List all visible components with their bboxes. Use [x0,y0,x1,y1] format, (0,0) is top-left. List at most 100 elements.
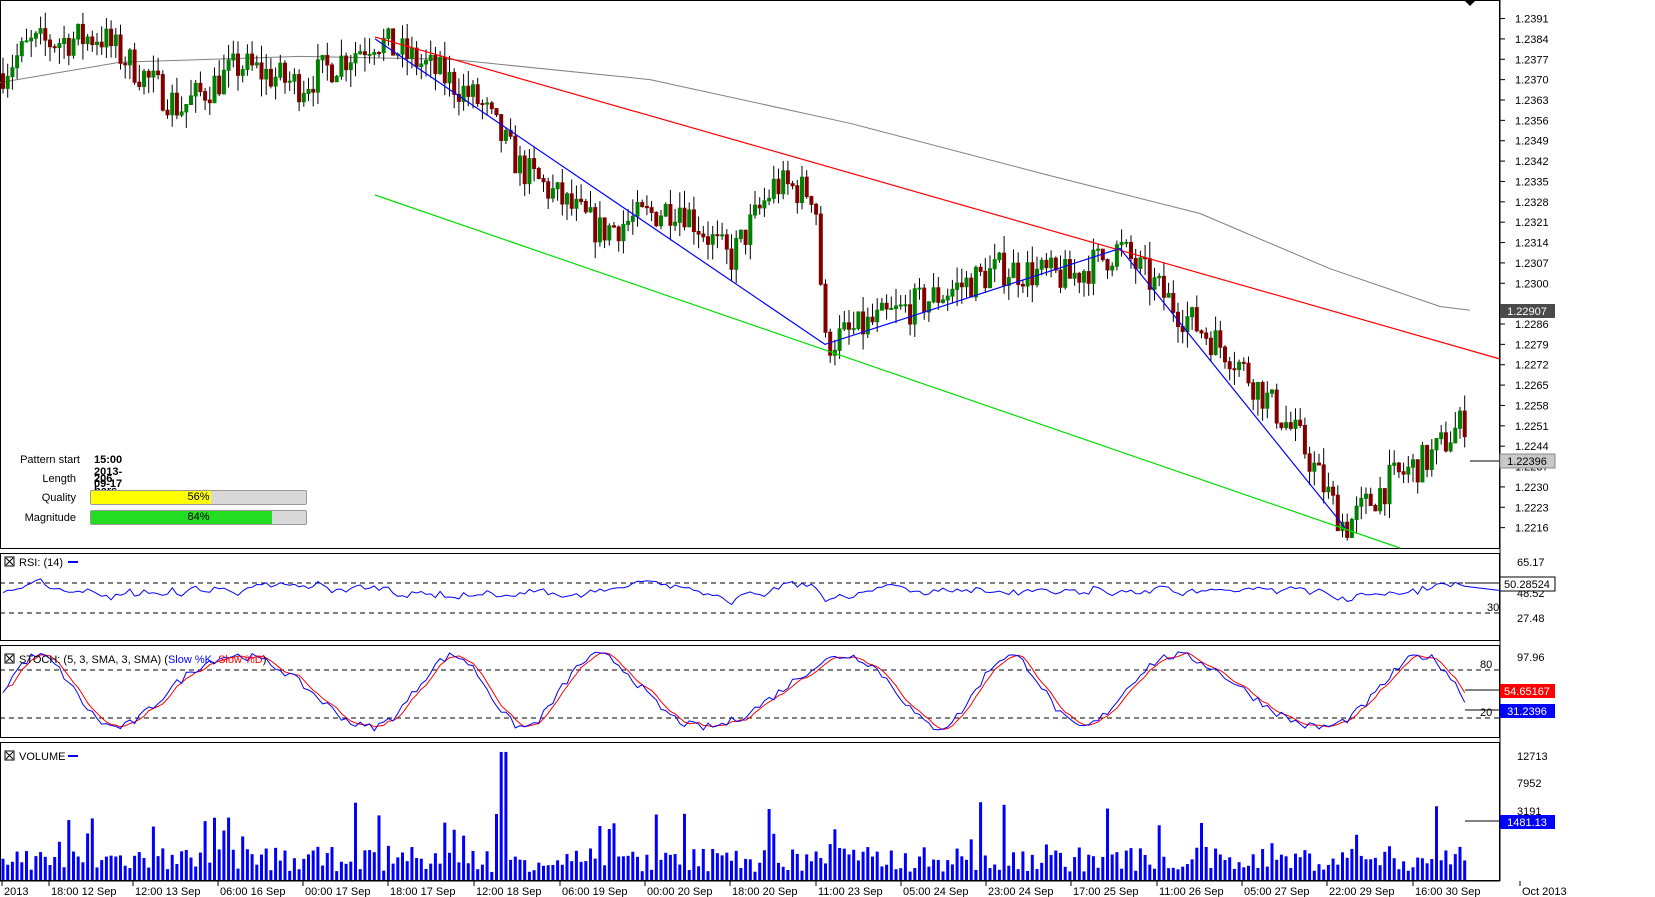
volume-bar [133,855,137,880]
candle-body [917,287,922,290]
candle-body [226,59,231,71]
candle-body [334,75,339,83]
volume-bar [1270,843,1274,880]
candle-body [1349,518,1354,538]
candle-body [330,64,334,83]
quality-label: Quality [41,492,76,504]
candle-body [687,209,692,228]
volume-bar [936,859,940,880]
volume-bar [570,861,574,880]
stoch-title: STOCH: (5, 3, SMA, 3, SMA) (Slow %K, Slo… [4,653,266,666]
time-tick-label: 18:00 20 Sep [732,886,797,897]
volume-bar [866,847,870,880]
candle-body [174,92,179,116]
volume-bar [584,861,588,880]
volume-bar [1359,855,1363,880]
time-tick-label: 23:00 24 Sep [988,886,1053,897]
candle-body [1462,410,1467,438]
time-tick-label: 11:00 23 Sep [818,886,883,897]
volume-bar [1124,850,1128,880]
chevron-down-icon[interactable] [1464,0,1476,6]
candle-body [696,231,701,235]
volume-bar [396,857,400,880]
candle-body [931,287,936,303]
volume-bar [274,847,278,880]
candle-body [1387,464,1392,505]
candle-body [1415,459,1420,483]
candle-body [997,252,1002,261]
volume-bar [264,848,268,880]
candle-body [1208,337,1213,356]
candle-body [518,155,522,174]
candle-body [278,62,283,78]
candle-body [973,266,978,298]
volume-bar [824,863,827,880]
volume-bar [62,867,66,880]
candle-body [494,108,499,116]
candle-body [99,41,104,48]
candle-body [1025,262,1030,287]
candle-body [240,69,245,76]
volume-bar [668,854,672,880]
volume-bar [697,866,701,880]
volume-bar [1369,859,1373,880]
candle-body [1053,257,1058,271]
volume-bar [410,847,414,880]
volume-bar [123,865,127,880]
candle-body [588,207,593,213]
volume-bar [626,855,630,880]
volume-bar [805,854,809,880]
candle-body [560,182,565,205]
volume-bar [725,852,729,880]
quality-bar-text: 56% [187,491,210,503]
volume-bar [950,864,954,880]
candle-body [170,92,175,116]
candle-body [1396,462,1401,473]
volume-bar [673,854,677,880]
volume-bar [640,871,644,880]
zigzag-pattern-lines [374,38,1346,528]
candle-body [1321,464,1326,493]
candle-body [1063,259,1068,288]
candle-body [729,248,734,270]
volume-bar [438,863,442,880]
price-tick-label: 1.2300 [1515,278,1549,290]
candle-body [583,201,588,213]
candle-body [715,234,720,237]
volume-bar [838,848,842,880]
volume-bar [339,861,343,880]
candle-body [1086,271,1091,284]
price-tick-label: 1.2377 [1515,54,1549,66]
volume-bar [1284,856,1288,880]
candle-body [325,54,330,66]
candle-body [306,88,311,94]
candle-body [1378,488,1383,512]
candle-body [955,282,960,290]
volume-bar [1247,865,1250,880]
volume-bar [871,856,874,880]
candle-body [1204,332,1209,339]
volume-bar [1364,859,1368,880]
candle-body [851,328,856,331]
candle-body [1157,275,1162,279]
candle-body [1382,488,1387,505]
candle-body [626,220,631,225]
candle-body [1190,307,1195,318]
volume-bar [321,865,325,880]
candle-body [1406,466,1411,475]
volume-bar [1002,804,1006,880]
volume-bar [495,814,498,880]
volume-bar [1463,860,1467,880]
volume-bar [316,846,320,880]
volume-bar [1261,849,1265,880]
volume-bar [1059,852,1062,880]
price-tick-label: 1.2349 [1515,136,1549,148]
volume-bar [819,858,823,880]
stoch-tick-80: 80 [1480,659,1492,671]
candle-body [1364,493,1368,499]
volume-bar [382,870,386,880]
candle-body [640,202,645,208]
candle-body [1020,283,1025,287]
volume-bar [1143,854,1147,880]
volume-bar [283,850,287,880]
